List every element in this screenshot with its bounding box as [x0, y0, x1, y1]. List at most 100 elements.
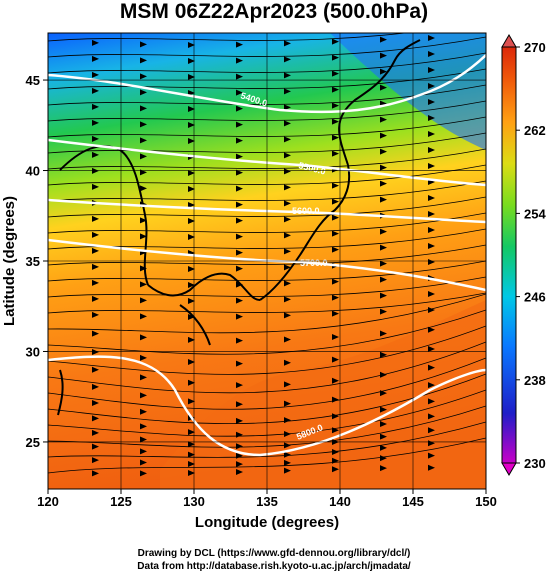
wind-arrow: [380, 164, 387, 171]
wind-arrow: [140, 169, 147, 176]
wind-arrow: [140, 41, 147, 48]
streamline: [48, 325, 486, 375]
wind-arrow: [380, 116, 387, 123]
streamline: [48, 116, 486, 138]
wind-arrow: [284, 40, 291, 47]
wind-arrow: [188, 379, 195, 386]
streamline: [48, 260, 486, 282]
wind-arrow: [284, 104, 291, 111]
wind-arrow: [380, 196, 387, 203]
wind-arrow: [380, 68, 387, 75]
wind-arrow: [188, 336, 195, 343]
wind-arrow: [188, 313, 195, 320]
wind-arrow: [380, 52, 387, 59]
wind-arrow: [92, 39, 99, 46]
wind-arrow: [380, 465, 387, 472]
wind-arrow: [140, 105, 147, 112]
wind-arrow: [380, 455, 387, 462]
wind-arrow: [236, 401, 243, 408]
wind-arrow: [92, 263, 99, 270]
wind-arrow: [236, 461, 243, 468]
wind-arrow: [140, 354, 147, 361]
wind-arrow: [428, 427, 435, 434]
wind-arrow: [236, 249, 243, 256]
wind-arrow: [140, 281, 147, 288]
wind-arrow: [92, 348, 99, 355]
colorbar-tick-label: 262: [524, 123, 546, 138]
wind-arrow: [284, 264, 291, 271]
wind-arrow: [284, 280, 291, 287]
wind-arrow: [92, 311, 99, 318]
wind-arrow: [92, 247, 99, 254]
wind-arrow: [140, 57, 147, 64]
wind-arrow: [236, 153, 243, 160]
wind-arrow: [236, 281, 243, 288]
wind-arrow: [428, 194, 435, 201]
wind-arrow: [332, 413, 339, 420]
wind-arrow: [428, 34, 435, 41]
wind-arrow: [332, 334, 339, 341]
wind-arrow: [188, 105, 195, 112]
wind-arrow: [428, 452, 435, 459]
contour-label: 5600.0: [292, 206, 320, 216]
wind-arrow: [428, 464, 435, 471]
wind-arrow: [332, 198, 339, 205]
wind-arrow: [380, 292, 387, 299]
wind-arrow: [332, 118, 339, 125]
wind-arrow: [236, 265, 243, 272]
wind-arrow: [380, 244, 387, 251]
wind-arrow: [284, 72, 291, 79]
wind-arrow: [140, 436, 147, 443]
colorbar-ticks: 230 238 246 254 262 270: [516, 40, 546, 471]
streamline: [48, 437, 486, 474]
wind-arrow: [428, 364, 435, 371]
colorbar-min-arrow: [501, 462, 517, 476]
wind-arrow: [332, 214, 339, 221]
wind-arrow: [188, 201, 195, 208]
wind-arrow: [92, 366, 99, 373]
wind-arrow: [284, 296, 291, 303]
wind-arrow: [284, 248, 291, 255]
wind-arrow: [188, 441, 195, 448]
wind-arrow: [92, 103, 99, 110]
wind-arrow: [188, 265, 195, 272]
wind-arrow: [332, 70, 339, 77]
wind-arrow: [188, 281, 195, 288]
wind-arrow: [380, 132, 387, 139]
colorbar-scale: [501, 46, 517, 464]
colorbar-tick-label: 254: [524, 206, 546, 221]
wind-arrow: [332, 310, 339, 317]
wind-arrow: [188, 233, 195, 240]
wind-arrow: [236, 73, 243, 80]
streamline: [48, 373, 486, 425]
map-title: MSM 06Z22Apr2023 (500.0hPa): [119, 0, 429, 23]
streamline: [48, 357, 486, 410]
wind-arrow: [332, 377, 339, 384]
wind-arrow: [284, 459, 291, 466]
wind-arrow: [428, 413, 435, 420]
wind-arrow: [140, 185, 147, 192]
wind-arrow: [140, 217, 147, 224]
wind-arrow: [188, 185, 195, 192]
wind-arrow: [380, 84, 387, 91]
x-tick-label: 120: [37, 494, 59, 509]
y-tick-label: 40: [26, 164, 40, 179]
wind-arrow: [236, 201, 243, 208]
wind-arrow: [284, 312, 291, 319]
wind-arrow: [332, 54, 339, 61]
wind-arrow: [380, 180, 387, 187]
wind-arrow: [92, 279, 99, 286]
y-axis: 25 30 35 40 45: [26, 73, 48, 450]
wind-arrow: [140, 153, 147, 160]
wind-arrow: [332, 448, 339, 455]
wind-arrow: [332, 278, 339, 285]
wind-arrow: [284, 400, 291, 407]
wind-arrow: [92, 55, 99, 62]
wind-arrow: [332, 466, 339, 473]
y-tick-label: 45: [26, 73, 40, 88]
streamline: [48, 100, 486, 122]
wind-arrow: [284, 88, 291, 95]
wind-arrow: [284, 359, 291, 366]
streamline: [48, 148, 486, 170]
